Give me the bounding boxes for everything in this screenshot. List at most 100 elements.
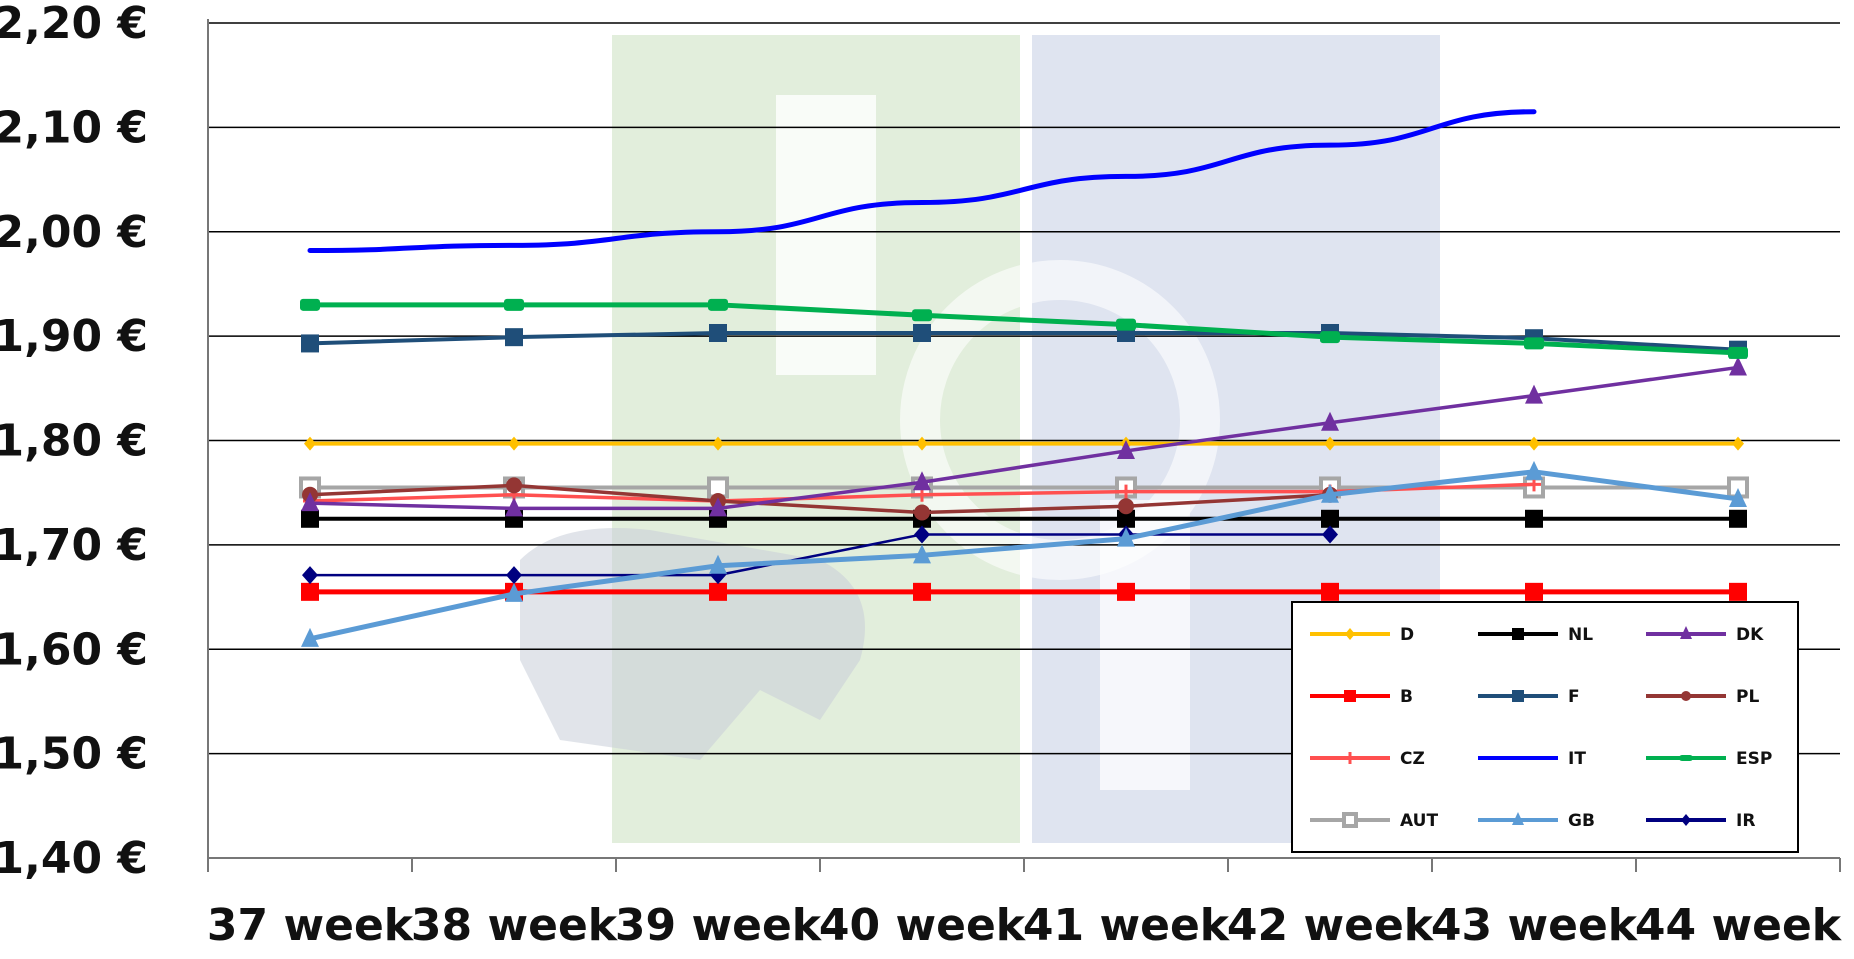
legend-swatch-marker <box>1681 691 1691 701</box>
data-point-d <box>916 436 928 451</box>
data-point-d <box>712 436 724 451</box>
data-point-d <box>1732 436 1744 451</box>
axes <box>207 19 1841 872</box>
data-point-b <box>1117 582 1135 601</box>
data-point-dk <box>505 497 523 517</box>
data-point-b <box>1321 582 1339 601</box>
legend-label: IT <box>1568 749 1586 769</box>
data-point-f <box>301 334 319 353</box>
legend-swatch-marker <box>1344 690 1356 702</box>
legend-swatch-marker <box>1512 628 1524 640</box>
y-tick-label: 1,80 € <box>0 416 148 467</box>
y-tick-label: 2,20 € <box>0 0 148 49</box>
legend-label: F <box>1568 687 1580 707</box>
data-point-d <box>304 436 316 451</box>
data-point-esp <box>504 298 524 311</box>
data-point-esp <box>708 298 728 311</box>
series-d <box>304 436 1744 451</box>
data-point-dk <box>709 497 727 517</box>
data-point-dk <box>1525 384 1543 404</box>
data-point-esp <box>1728 346 1748 359</box>
y-tick-label: 1,60 € <box>0 624 148 675</box>
data-point-gb <box>1117 527 1135 547</box>
y-tick-label: 2,00 € <box>0 207 148 258</box>
series-esp <box>300 298 1748 359</box>
legend-swatch-marker <box>1680 626 1692 639</box>
x-tick-label: 42 week <box>1227 900 1435 951</box>
watermark-letter-s <box>900 260 1220 580</box>
y-tick-labels: 1,40 € 1,50 € 1,60 € 1,70 € 1,80 € 1,90 € 2,00… <box>0 0 148 884</box>
x-tick-label: 38 week <box>411 900 619 951</box>
x-tick-label: 40 week <box>819 900 1027 951</box>
data-point-ir <box>914 525 930 544</box>
series-line-pl <box>308 483 1332 515</box>
data-point-pl <box>1118 498 1134 515</box>
data-point-cz <box>1119 484 1133 499</box>
series-dk <box>301 356 1747 517</box>
x-tick-label: 39 week <box>615 900 823 951</box>
y-tick-label: 1,90 € <box>0 311 148 362</box>
legend-label: PL <box>1736 687 1759 707</box>
legend-swatch-marker <box>1342 812 1358 828</box>
data-point-pl <box>914 504 930 521</box>
x-tick-label: 41 week <box>1023 900 1231 951</box>
data-point-esp <box>912 309 932 322</box>
legend-item-ir: IR <box>1646 811 1755 831</box>
legend-swatch-marker <box>1681 814 1691 826</box>
series-gb <box>301 460 1747 647</box>
legend-item-d: D <box>1310 625 1414 645</box>
watermark-pig <box>520 528 865 760</box>
legend-label: CZ <box>1400 749 1425 769</box>
data-point-dk <box>1729 356 1747 376</box>
legend-label: ESP <box>1736 749 1772 769</box>
legend-label: NL <box>1568 625 1593 645</box>
data-point-gb <box>913 544 931 564</box>
watermark-letter-n <box>1100 500 1190 790</box>
data-point-nl <box>1525 509 1543 528</box>
data-point-dk <box>1321 411 1339 431</box>
legend-item-b: B <box>1310 687 1413 707</box>
y-tick-label: 1,70 € <box>0 520 148 571</box>
data-point-b <box>1525 582 1543 601</box>
x-tick-label: 44 week <box>1635 900 1843 951</box>
series-line-f <box>308 330 1740 352</box>
series-it <box>307 109 1537 254</box>
series-nl <box>301 509 1747 528</box>
y-tick-label: 1,40 € <box>0 833 148 884</box>
data-point-nl <box>301 509 319 528</box>
series-line-esp <box>307 302 1741 356</box>
data-point-dk <box>913 471 931 491</box>
legend-label: DK <box>1736 625 1764 645</box>
data-point-esp <box>300 298 320 311</box>
legend-label: D <box>1400 625 1414 645</box>
data-point-ir <box>1322 525 1338 544</box>
data-point-b <box>1729 582 1747 601</box>
y-tick-label: 2,10 € <box>0 102 148 153</box>
data-point-esp <box>1524 337 1544 350</box>
data-point-d <box>1324 436 1336 451</box>
data-point-pl <box>506 477 522 494</box>
legend-item-nl: NL <box>1478 625 1593 645</box>
legend-item-it: IT <box>1478 749 1586 769</box>
data-point-gb <box>505 582 523 602</box>
series-group <box>299 109 1749 647</box>
legend-swatch-marker <box>1679 755 1693 761</box>
data-point-nl <box>1117 509 1135 528</box>
series-line-dk <box>308 365 1740 511</box>
legend-swatch-marker <box>1345 628 1355 640</box>
series-line-gb <box>307 469 1741 642</box>
y-tick-label: 1,50 € <box>0 729 148 780</box>
legend-label: AUT <box>1400 811 1438 831</box>
legend-swatch-marker <box>1512 812 1524 825</box>
legend-label: B <box>1400 687 1413 707</box>
data-point-ir <box>302 566 318 585</box>
watermark-logo <box>520 35 1440 843</box>
series-line-ir <box>308 533 1332 577</box>
data-point-gb <box>709 554 727 574</box>
legend-label: GB <box>1568 811 1595 831</box>
data-point-gb <box>301 627 319 647</box>
data-point-b <box>301 582 319 601</box>
data-point-esp <box>1116 318 1136 331</box>
data-point-f <box>913 323 931 342</box>
